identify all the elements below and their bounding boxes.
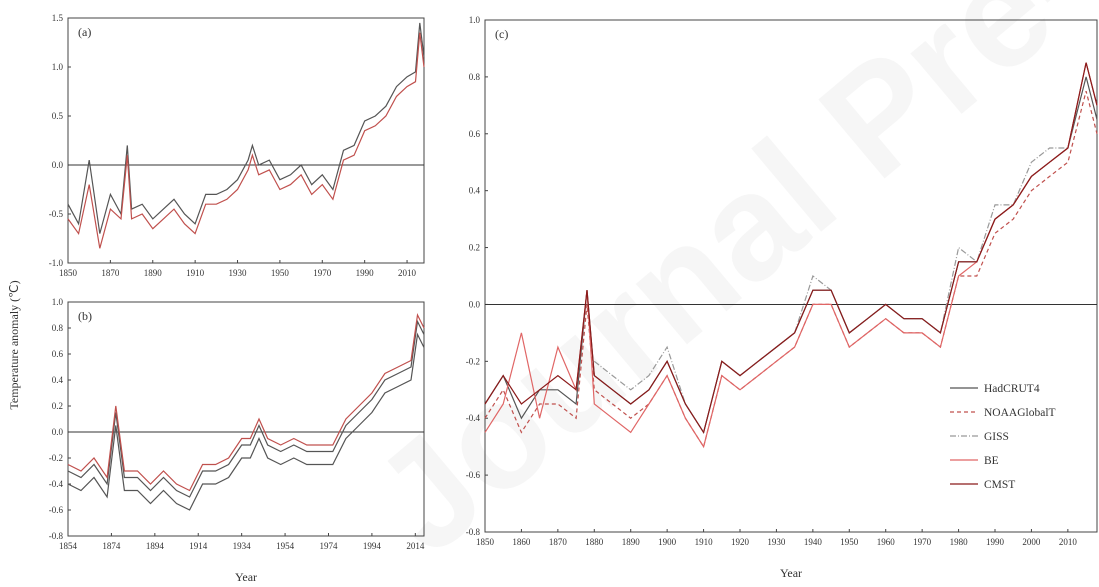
x-tick-label: 1994 (363, 541, 382, 551)
x-tick-label: 1934 (233, 541, 252, 551)
x-tick-label: 1980 (950, 537, 969, 547)
y-tick-label: -0.8 (466, 527, 481, 537)
x-tick-label: 1914 (189, 541, 208, 551)
x-tick-label: 1970 (313, 268, 332, 278)
legend-label: BE (984, 455, 999, 467)
plot-frame (67, 17, 425, 264)
series-line-b-2 (67, 332, 425, 511)
x-axis-title: Year (235, 570, 257, 584)
x-axis-title: Year (780, 566, 802, 580)
x-tick-label: 1850 (59, 268, 78, 278)
y-tick-label: 0.2 (52, 401, 63, 411)
x-tick-label: 1950 (840, 537, 859, 547)
panel-b: -0.8 -0.6 -0.4 -0.2 0.0 0.2 0.4 0.6 0.8 1.0 1854 18… (49, 297, 425, 584)
x-tick-label: 2010 (1059, 537, 1078, 547)
panel-c: -0.8 -0.6 -0.4 -0.2 0.0 0.2 0.4 0.6 0.8 1.0 1850 18… (466, 15, 1098, 580)
x-tick-label: 1974 (319, 541, 338, 551)
y-tick-label: -1.0 (49, 258, 64, 268)
y-tick-label: 0.8 (469, 72, 481, 82)
panel-label: (b) (78, 309, 92, 323)
y-tick-label: 0.4 (52, 375, 64, 385)
x-tick-label: 1960 (877, 537, 896, 547)
series-line-giss (593, 62, 1098, 434)
x-tick-label: 1890 (622, 537, 641, 547)
legend-label: NOAAGlobalT (984, 407, 1056, 419)
y-tick-label: 0.4 (469, 186, 481, 196)
y-tick-label: 0.5 (52, 111, 64, 121)
x-tick-label: 1970 (913, 537, 932, 547)
y-tick-label: 1.0 (52, 62, 64, 72)
x-tick-label: 1910 (186, 268, 205, 278)
y-tick-label: 0.6 (52, 349, 64, 359)
panel-label: (c) (495, 27, 508, 41)
x-tick-label: 1920 (731, 537, 750, 547)
series-line-b-1 (67, 313, 425, 492)
y-tick-label: 0.0 (52, 160, 64, 170)
series-line-b-0 (67, 319, 425, 498)
y-tick-label: -0.5 (49, 209, 64, 219)
x-tick-label: 2000 (1022, 537, 1041, 547)
x-tick-label: 1894 (146, 541, 165, 551)
x-tick-label: 1940 (804, 537, 823, 547)
y-tick-label: 0.8 (52, 323, 64, 333)
y-tick-label: -0.2 (49, 453, 63, 463)
panel-a: -1.0 -0.5 0.0 0.5 1.0 1.5 1850 1870 1890 1910 1930… (49, 13, 425, 278)
y-tick-label: -0.6 (466, 470, 481, 480)
x-tick-label: 1930 (229, 268, 248, 278)
x-tick-label: 1900 (658, 537, 677, 547)
y-tick-label: 0.6 (469, 129, 481, 139)
y-tick-label: 0.2 (469, 243, 480, 253)
panel-label: (a) (78, 25, 91, 39)
legend-label: GISS (984, 431, 1009, 443)
x-tick-label: 1870 (549, 537, 568, 547)
y-tick-label: -0.4 (49, 479, 64, 489)
series-line-a-1 (67, 32, 425, 249)
x-tick-label: 1880 (585, 537, 604, 547)
x-tick-label: 1870 (101, 268, 120, 278)
y-tick-label: -0.2 (466, 356, 480, 366)
x-tick-label: 1950 (271, 268, 290, 278)
legend-label: HadCRUT4 (984, 383, 1040, 395)
series-line-a-0 (67, 22, 425, 234)
x-tick-label: 1874 (102, 541, 121, 551)
y-tick-label: -0.4 (466, 413, 481, 423)
y-tick-label: -0.8 (49, 531, 64, 541)
x-tick-label: 1850 (476, 537, 495, 547)
x-tick-label: 1990 (356, 268, 375, 278)
x-tick-label: 1930 (767, 537, 786, 547)
shared-y-axis-title: Temperature anomaly (℃) (7, 280, 21, 409)
legend-label: CMST (984, 479, 1015, 491)
x-tick-label: 1854 (59, 541, 78, 551)
x-tick-label: 1890 (144, 268, 163, 278)
x-tick-label: 1860 (512, 537, 531, 547)
y-tick-label: -0.6 (49, 505, 64, 515)
x-tick-label: 1954 (276, 541, 295, 551)
x-tick-label: 1910 (695, 537, 714, 547)
series-line-noaaglobalt (484, 90, 1098, 449)
y-tick-label: 1.0 (469, 15, 481, 25)
x-tick-label: 2010 (398, 268, 417, 278)
plot-frame (484, 19, 1098, 533)
legend: HadCRUT4 NOAAGlobalT GISS BE CMST (950, 383, 1056, 491)
y-tick-label: 1.5 (52, 13, 64, 23)
series-line-cmst (484, 62, 1098, 434)
watermark: Journal Pre-proofs (343, 0, 1099, 585)
y-tick-label: 0.0 (469, 299, 481, 309)
y-tick-label: 0.0 (52, 427, 64, 437)
plot-frame (67, 301, 425, 537)
x-tick-label: 2014 (406, 541, 425, 551)
x-tick-label: 1990 (986, 537, 1005, 547)
y-tick-label: 1.0 (52, 297, 64, 307)
